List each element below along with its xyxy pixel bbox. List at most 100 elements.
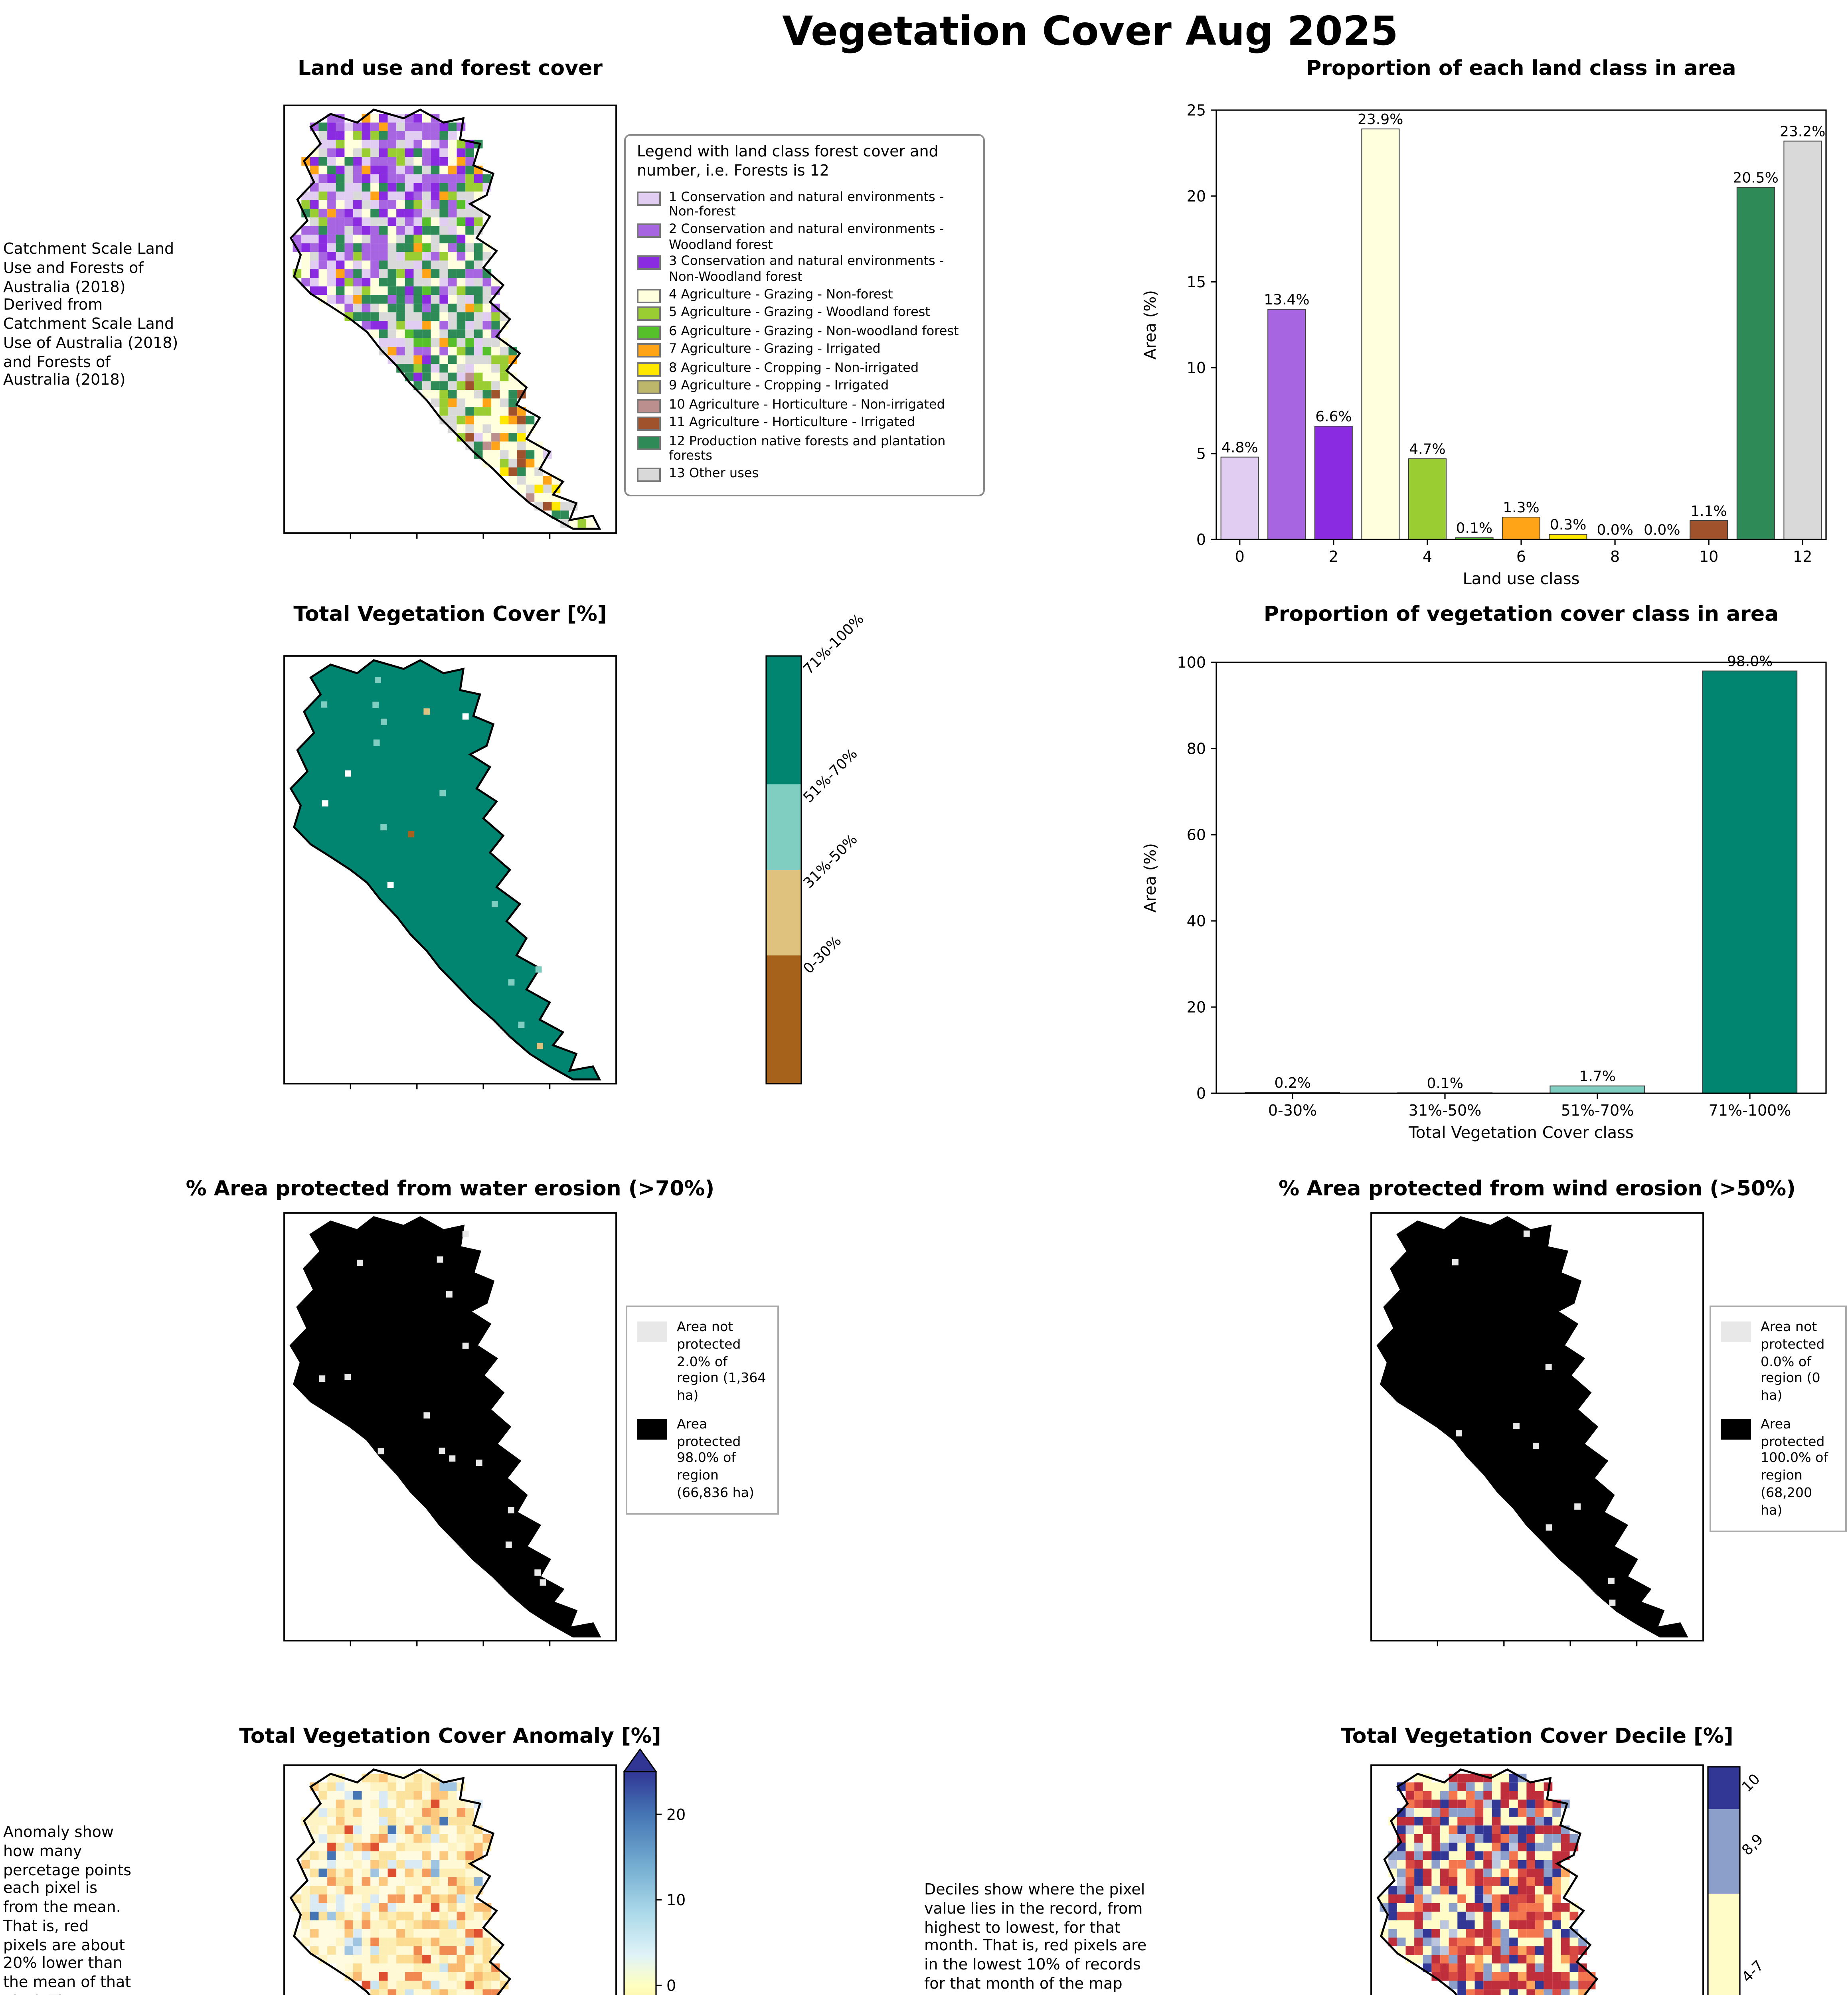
svg-text:6: 6 [1516, 548, 1526, 565]
legend-entry-protected: Area protected 98.0% of region (66,836 h… [637, 1416, 768, 1502]
landuse-legend-item: 6 Agriculture - Grazing - Non-woodland f… [637, 324, 972, 340]
svg-text:40: 40 [1187, 913, 1206, 930]
class-label: 10 Agriculture - Horticulture - Non-irri… [669, 397, 945, 412]
svg-text:Land use class: Land use class [1463, 570, 1579, 588]
svg-text:0-30%: 0-30% [1268, 1102, 1317, 1119]
land-class-bar-chart: 05101520254.8%13.4%6.6%23.9%4.7%0.1%1.3%… [1141, 102, 1827, 588]
land-use-source-note: Catchment Scale Land Use and Forests of … [3, 241, 178, 390]
svg-text:4-7: 4-7 [1739, 1957, 1767, 1986]
landuse-legend-item: 4 Agriculture - Grazing - Non-forest [637, 287, 972, 303]
land-class-chart-title: Proportion of each land class in area [1306, 57, 1736, 81]
svg-text:10: 10 [1739, 1771, 1763, 1795]
land-use-legend-items: 1 Conservation and natural environments … [637, 190, 972, 482]
svg-text:0.3%: 0.3% [1550, 517, 1586, 533]
landuse-legend-item: 9 Agriculture - Cropping - Irrigated [637, 379, 972, 395]
svg-text:80: 80 [1187, 740, 1206, 758]
svg-text:4.7%: 4.7% [1409, 441, 1445, 458]
svg-text:1.1%: 1.1% [1690, 503, 1727, 519]
svg-text:0.1%: 0.1% [1427, 1075, 1463, 1092]
decile-map [1370, 1764, 1704, 1995]
svg-text:4: 4 [1423, 548, 1432, 565]
svg-text:0.1%: 0.1% [1456, 520, 1492, 537]
svg-text:0.0%: 0.0% [1597, 522, 1633, 538]
svg-text:Total Vegetation Cover class: Total Vegetation Cover class [1408, 1124, 1634, 1142]
svg-text:0: 0 [1196, 1085, 1206, 1102]
class-swatch [637, 435, 661, 450]
svg-text:0: 0 [666, 1977, 676, 1995]
svg-text:51%-70%: 51%-70% [1561, 1102, 1634, 1119]
svg-text:8,9: 8,9 [1739, 1831, 1766, 1859]
class-swatch [637, 288, 661, 303]
svg-text:31%-50%: 31%-50% [800, 831, 860, 891]
svg-text:0: 0 [1235, 548, 1245, 565]
not-protected-swatch [637, 1321, 667, 1342]
class-label: 8 Agriculture - Cropping - Non-irrigated [669, 360, 919, 375]
not-protected-label: Area not protected 2.0% of region (1,364… [677, 1318, 766, 1403]
svg-text:2: 2 [1329, 548, 1338, 565]
svg-text:10: 10 [666, 1891, 686, 1909]
veg-class-chart-title: Proportion of vegetation cover class in … [1263, 603, 1779, 627]
svg-text:23.9%: 23.9% [1358, 111, 1403, 128]
class-label: 13 Other uses [669, 466, 759, 481]
svg-text:1.7%: 1.7% [1579, 1069, 1615, 1085]
class-swatch [637, 468, 661, 482]
veg-cover-map [283, 655, 617, 1090]
water-erosion-title: % Area protected from water erosion (>70… [186, 1178, 715, 1202]
svg-text:Area (%): Area (%) [1141, 843, 1160, 913]
decile-title: Total Vegetation Cover Decile [%] [1341, 1725, 1733, 1749]
svg-text:51%-70%: 51%-70% [800, 746, 860, 806]
not-protected-swatch [1721, 1321, 1751, 1342]
wind-erosion-title: % Area protected from wind erosion (>50%… [1279, 1178, 1796, 1202]
svg-text:71%-100%: 71%-100% [1709, 1102, 1791, 1119]
class-swatch [637, 362, 661, 377]
legend-entry-not-protected: Area not protected 0.0% of region (0 ha) [1721, 1318, 1836, 1404]
svg-text:0: 0 [1196, 531, 1206, 549]
svg-text:31%-50%: 31%-50% [1409, 1102, 1482, 1119]
land-use-legend: Legend with land class forest cover and … [624, 134, 985, 496]
not-protected-label: Area not protected 0.0% of region (0 ha) [1761, 1318, 1825, 1403]
landuse-legend-item: 10 Agriculture - Horticulture - Non-irri… [637, 397, 972, 413]
class-label: 2 Conservation and natural environments … [669, 222, 944, 251]
landuse-legend-item: 5 Agriculture - Grazing - Woodland fores… [637, 305, 972, 322]
landuse-legend-item: 2 Conservation and natural environments … [637, 222, 972, 252]
class-swatch [637, 191, 661, 205]
svg-text:4.8%: 4.8% [1221, 440, 1258, 456]
svg-text:23.2%: 23.2% [1780, 124, 1825, 140]
anomaly-map [283, 1764, 617, 1995]
landuse-legend-item: 3 Conservation and natural environments … [637, 255, 972, 285]
svg-text:25: 25 [1187, 102, 1206, 119]
wind-erosion-legend: Area not protected 0.0% of region (0 ha)… [1710, 1306, 1847, 1532]
svg-text:5: 5 [1196, 445, 1206, 462]
land-use-legend-title: Legend with land class forest cover and … [637, 144, 939, 181]
svg-text:0-30%: 0-30% [800, 933, 844, 977]
decile-note: Deciles show where the pixel value lies … [924, 1882, 1147, 1995]
svg-text:Area (%): Area (%) [1141, 290, 1160, 359]
wind-erosion-map [1370, 1212, 1704, 1647]
class-label: 1 Conservation and natural environments … [669, 189, 944, 219]
land-use-map [283, 105, 617, 539]
legend-entry-not-protected: Area not protected 2.0% of region (1,364… [637, 1318, 768, 1404]
water-erosion-legend: Area not protected 2.0% of region (1,364… [626, 1306, 779, 1515]
svg-text:60: 60 [1187, 826, 1206, 844]
protected-swatch [1721, 1418, 1751, 1440]
water-erosion-map [283, 1212, 617, 1647]
svg-text:10: 10 [1187, 359, 1206, 377]
class-swatch [637, 256, 661, 271]
svg-text:1.3%: 1.3% [1503, 500, 1539, 516]
svg-text:0.2%: 0.2% [1274, 1075, 1310, 1091]
svg-text:98.0%: 98.0% [1727, 654, 1773, 670]
class-label: 11 Agriculture - Horticulture - Irrigate… [669, 415, 915, 430]
protected-swatch [637, 1418, 667, 1440]
svg-text:20: 20 [666, 1806, 686, 1823]
landuse-legend-item: 1 Conservation and natural environments … [637, 190, 972, 220]
page-title: Vegetation Cover Aug 2025 [782, 8, 1398, 54]
svg-text:8: 8 [1610, 548, 1620, 565]
landuse-legend-item: 13 Other uses [637, 466, 972, 482]
class-label: 5 Agriculture - Grazing - Woodland fores… [669, 305, 930, 320]
class-swatch [637, 344, 661, 358]
svg-text:10: 10 [1699, 548, 1718, 565]
veg-class-bar-chart: 0 20 40 60 80 100 0.2% 0.1% 1.7% 98.0% 0-30% 31%-50… [1141, 654, 1827, 1142]
class-swatch [637, 223, 661, 238]
